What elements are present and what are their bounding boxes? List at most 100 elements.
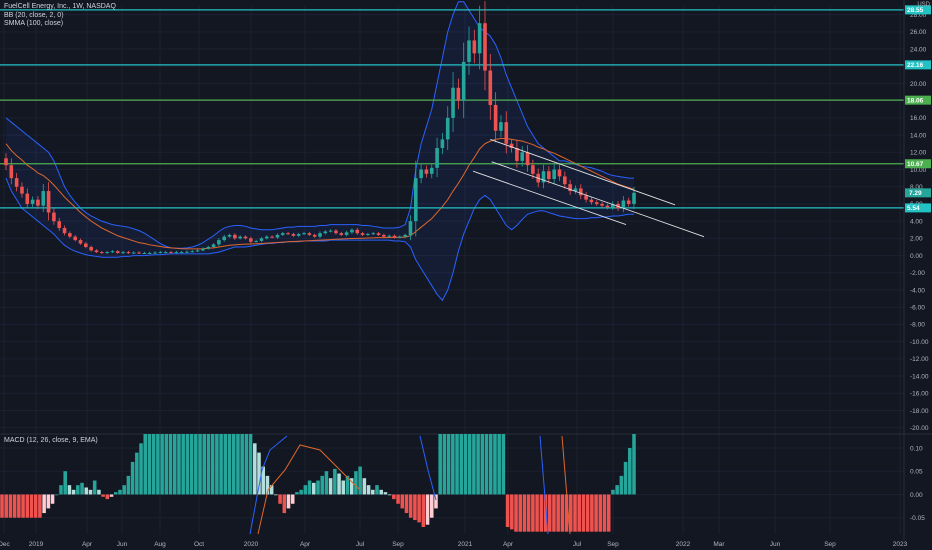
- candle-body: [179, 252, 184, 254]
- macd-tick-label: 0.10: [910, 445, 923, 452]
- symbol-title[interactable]: FuelCell Energy, Inc., 1W, NASDAQ: [4, 3, 116, 10]
- macd-histogram-bar: [526, 494, 531, 532]
- candle-body: [371, 233, 376, 235]
- candle-body: [195, 250, 200, 252]
- macd-histogram-bar: [84, 487, 89, 495]
- macd-histogram-bar: [611, 489, 615, 495]
- macd-tick-label: -0.05: [910, 515, 925, 522]
- macd-histogram-bar: [476, 434, 480, 495]
- macd-histogram-bar: [581, 494, 586, 532]
- level-tag-label: 5.54: [907, 205, 920, 212]
- macd-histogram-bar: [55, 494, 59, 496]
- y-tick-label: 26.00: [910, 29, 927, 36]
- macd-histogram-bar: [303, 485, 308, 495]
- level-tag-label: 22.16: [907, 62, 924, 69]
- x-tick-label: Jun: [770, 541, 781, 548]
- candle-body: [147, 252, 152, 254]
- macd-histogram-bar: [497, 434, 501, 495]
- y-tick-label: -16.00: [910, 391, 929, 398]
- candle-body: [238, 236, 242, 239]
- macd-histogram-bar: [387, 494, 392, 496]
- candle-body: [318, 233, 322, 237]
- candle-body: [589, 199, 594, 203]
- macd-histogram-bar: [135, 452, 139, 495]
- candle-body: [158, 252, 163, 254]
- candle-body: [621, 200, 626, 209]
- macd-histogram-bar: [606, 494, 611, 532]
- y-tick-label: 10.00: [910, 167, 927, 174]
- macd-histogram-bar: [413, 494, 417, 521]
- macd-histogram-bar: [206, 434, 211, 495]
- candle-body: [387, 235, 391, 237]
- candle-body: [68, 233, 72, 237]
- macd-histogram-bar: [29, 494, 34, 518]
- macd-histogram-bar: [375, 485, 379, 495]
- macd-histogram-bar: [286, 494, 291, 509]
- macd-histogram-bar: [552, 494, 556, 532]
- y-tick-label: 12.00: [910, 150, 927, 157]
- macd-histogram-bar: [231, 434, 236, 495]
- macd-histogram-bar: [33, 494, 38, 518]
- macd-histogram-bar: [42, 494, 46, 514]
- candle-body: [36, 199, 40, 206]
- candle-body: [499, 122, 503, 131]
- trendline-lower: [472, 170, 627, 226]
- level-price-tag: 28.55: [905, 5, 931, 15]
- candle-body: [429, 167, 434, 174]
- x-tick-label: Sep: [392, 541, 404, 548]
- macd-histogram-bar: [160, 434, 164, 495]
- candle-body: [344, 232, 349, 235]
- macd-legend[interactable]: MACD (12, 26, close, 9, EMA): [4, 437, 98, 444]
- candle-body: [243, 236, 248, 239]
- candle-body: [339, 233, 344, 235]
- macd-histogram-bar: [118, 489, 122, 495]
- trendline-upper: [490, 138, 676, 206]
- macd-histogram-bar: [130, 461, 135, 495]
- candle-body: [153, 252, 157, 254]
- macd-histogram-bar: [59, 485, 63, 495]
- candle-body: [483, 23, 487, 71]
- macd-histogram-bar: [408, 494, 413, 518]
- macd-histogram-bar: [261, 466, 265, 495]
- y-tick-label: -14.00: [910, 373, 929, 380]
- level-price-tag: 10.67: [905, 159, 931, 169]
- candle-body: [312, 234, 317, 237]
- macd-histogram-bar: [467, 434, 472, 495]
- bollinger-upper-line: [5, 1, 634, 249]
- candle-body: [110, 251, 115, 253]
- candle-body: [413, 178, 418, 222]
- macd-histogram-bar: [345, 475, 350, 495]
- macd-histogram-bar: [421, 494, 426, 528]
- macd-histogram-bar: [156, 434, 160, 495]
- candle-body: [296, 234, 301, 236]
- macd-histogram-bar: [543, 494, 548, 532]
- candle-body: [557, 169, 562, 177]
- last-price-bg: [905, 188, 931, 198]
- macd-histogram-bar: [227, 434, 232, 495]
- macd-histogram-bar: [219, 434, 223, 495]
- macd-histogram-bar: [122, 485, 126, 495]
- candle-body: [217, 240, 221, 245]
- macd-line-2: [419, 435, 437, 501]
- macd-histogram-bar: [366, 485, 371, 495]
- macd-histogram-bar: [88, 489, 93, 495]
- smma-indicator-label[interactable]: SMMA (100, close): [4, 20, 64, 27]
- candle-body: [568, 184, 572, 192]
- candle-body: [334, 230, 338, 234]
- x-tick-label: Apr: [300, 541, 311, 548]
- macd-histogram-bar: [383, 492, 388, 495]
- macd-histogram-bar: [535, 494, 539, 532]
- macd-histogram-bar: [341, 480, 346, 495]
- candle-body: [382, 234, 386, 237]
- y-tick-label: -8.00: [910, 322, 925, 329]
- macd-histogram-bar: [109, 494, 114, 497]
- macd-histogram-bar: [151, 434, 156, 495]
- macd-histogram-bar: [446, 434, 451, 495]
- macd-histogram-bar: [172, 434, 177, 495]
- y-tick-label: 4.00: [910, 218, 923, 225]
- y-tick-label: 20.00: [910, 81, 927, 88]
- macd-histogram-bar: [38, 494, 42, 518]
- bb-indicator-label[interactable]: BB (20, close, 2, 0): [4, 11, 64, 19]
- macd-histogram-bar: [139, 443, 143, 495]
